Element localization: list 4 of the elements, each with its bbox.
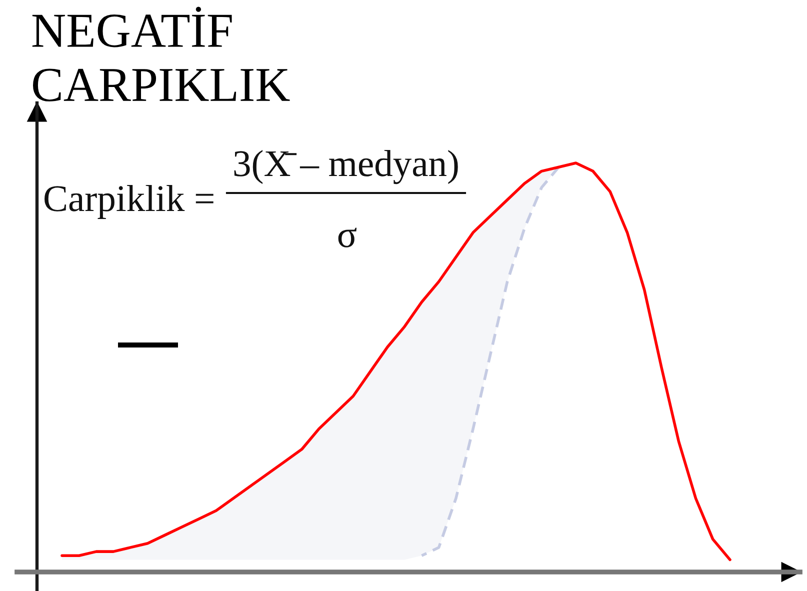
chart-title: NEGATİF CARPIKLIK [32, 6, 290, 102]
annotation: 3(X̄ – medyan) [234, 150, 458, 184]
annotation: σ [338, 228, 357, 248]
annotation: Carpiklik = [44, 184, 214, 219]
